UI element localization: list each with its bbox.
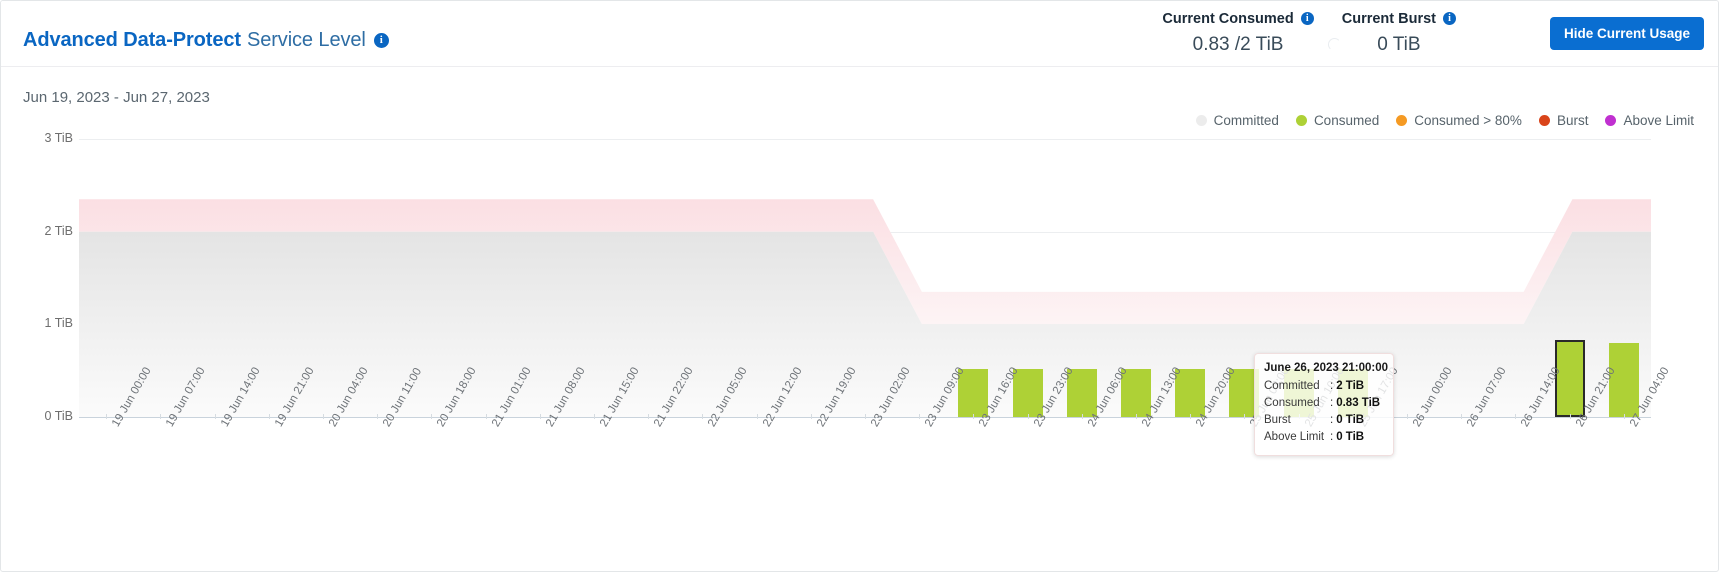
legend-item-burst[interactable]: Burst xyxy=(1538,113,1589,128)
tooltip-row-key: Consumed xyxy=(1264,397,1320,409)
x-tick-mark xyxy=(539,414,541,419)
legend-label: Committed xyxy=(1213,113,1279,128)
chart-tooltip: June 26, 2023 21:00:00 Committed:2 TiB Co… xyxy=(1254,353,1394,456)
current-consumed-info-icon[interactable]: i xyxy=(1300,12,1314,25)
page-title: Advanced Data-Protect Service Level i xyxy=(23,29,389,52)
chart-legend: Committed Consumed Consumed > 80% Burst Abov… xyxy=(1195,113,1694,128)
consumed-bar[interactable] xyxy=(1175,368,1206,417)
metric-current-burst-value-wrap: 0 TiB xyxy=(1327,34,1456,56)
x-tick-mark xyxy=(1136,414,1138,419)
x-tick-mark xyxy=(1407,414,1409,419)
tooltip-row-key: Above Limit xyxy=(1264,431,1325,443)
tooltip-row: Above Limit:0 TiB xyxy=(1264,429,1384,446)
tooltip-row: Committed:2 TiB xyxy=(1264,378,1384,395)
consumed-bar[interactable] xyxy=(1121,368,1152,417)
hide-current-usage-button[interactable]: Hide Current Usage xyxy=(1549,17,1704,50)
consumed-bar[interactable] xyxy=(1608,342,1639,417)
legend-label: Consumed > 80% xyxy=(1414,113,1522,128)
metric-current-burst-label: Current Burst xyxy=(1341,11,1436,27)
tooltip-row-separator: : xyxy=(1330,380,1334,392)
x-tick-mark xyxy=(160,414,162,419)
legend-item-committed[interactable]: Committed xyxy=(1195,113,1279,128)
chart-plot-area xyxy=(79,139,1651,417)
x-tick-mark xyxy=(1623,414,1625,419)
gridline xyxy=(79,139,1651,140)
tooltip-row-value: 2 TiB xyxy=(1336,380,1365,392)
x-tick-mark xyxy=(322,414,324,419)
usage-chart: 0 TiB 1 TiB 2 TiB 3 TiB 19 Jun 00:00 19 Jun … xyxy=(1,131,1718,571)
x-tick-mark xyxy=(1027,414,1029,419)
legend-dot-icon xyxy=(1195,115,1207,126)
x-tick-mark xyxy=(214,414,216,419)
legend-dot-icon xyxy=(1295,115,1307,126)
legend-label: Consumed xyxy=(1313,113,1380,128)
consumed-bar[interactable] xyxy=(1012,368,1043,417)
tooltip-title: June 26, 2023 21:00:00 xyxy=(1264,362,1389,374)
x-tick-mark xyxy=(1461,414,1463,419)
legend-dot-icon xyxy=(1396,115,1408,126)
x-tick-mark xyxy=(593,414,595,419)
consumed-bar-highlighted[interactable] xyxy=(1554,340,1585,417)
date-range-label: Jun 19, 2023 - Jun 27, 2023 xyxy=(23,89,210,106)
tooltip-row: Consumed:0.83 TiB xyxy=(1264,395,1384,412)
burst-area xyxy=(79,199,1651,325)
x-tick-mark xyxy=(377,414,379,419)
legend-item-consumed-80[interactable]: Consumed > 80% xyxy=(1396,113,1522,128)
y-tick-label: 1 TiB xyxy=(44,316,74,331)
tooltip-row-separator: : xyxy=(1330,397,1334,409)
tooltip-row-value: 0 TiB xyxy=(1336,431,1365,443)
legend-dot-icon xyxy=(1605,115,1617,126)
title-info-icon[interactable]: i xyxy=(373,32,389,48)
x-tick-mark xyxy=(756,414,758,419)
tooltip-row: Burst:0 TiB xyxy=(1264,412,1384,429)
x-tick-mark xyxy=(485,414,487,419)
page-title-rest: Service Level xyxy=(246,29,366,51)
tooltip-row-key: Burst xyxy=(1264,414,1291,426)
legend-item-consumed[interactable]: Consumed xyxy=(1295,113,1380,128)
metric-current-burst-label-row: Current Burst i xyxy=(1342,11,1456,27)
x-tick-mark xyxy=(810,414,812,419)
metric-current-consumed: Current Consumed i 0.83 /2 TiB xyxy=(1148,11,1327,56)
x-tick-mark xyxy=(1081,414,1083,419)
x-tick-mark xyxy=(431,414,433,419)
metric-current-burst: Current Burst i 0 TiB xyxy=(1327,11,1470,56)
y-tick-label: 3 TiB xyxy=(44,131,74,145)
tooltip-row-separator: : xyxy=(1330,431,1334,443)
metric-current-consumed-label-row: Current Consumed i xyxy=(1162,11,1314,27)
x-tick-mark xyxy=(648,414,650,419)
x-tick-mark xyxy=(268,414,270,419)
consumed-bar[interactable] xyxy=(958,368,989,417)
metric-current-consumed-value: 0.83 /2 TiB xyxy=(1192,34,1284,55)
current-usage-metrics: Current Consumed i 0.83 /2 TiB Current B… xyxy=(1148,11,1470,56)
x-tick-mark xyxy=(106,414,108,419)
y-tick-label: 0 TiB xyxy=(44,409,74,423)
y-tick-label: 2 TiB xyxy=(44,223,74,238)
metric-current-consumed-label: Current Consumed xyxy=(1162,11,1294,27)
page-title-strong: Advanced Data-Protect xyxy=(23,29,241,51)
legend-label: Burst xyxy=(1556,113,1589,128)
x-tick-mark xyxy=(1190,414,1192,419)
x-tick-mark xyxy=(973,414,975,419)
x-tick-mark xyxy=(702,414,704,419)
x-tick-mark xyxy=(919,414,921,419)
tooltip-row-key: Committed xyxy=(1264,380,1320,392)
tooltip-row-value: 0 TiB xyxy=(1336,414,1365,426)
tooltip-row-separator: : xyxy=(1330,414,1334,426)
x-tick-mark xyxy=(1244,414,1246,419)
tooltip-row-value: 0.83 TiB xyxy=(1336,397,1381,409)
consumed-bar[interactable] xyxy=(1066,368,1097,417)
legend-dot-icon xyxy=(1538,115,1550,126)
current-burst-info-icon[interactable]: i xyxy=(1443,12,1456,25)
tooltip-rows: Committed:2 TiB Consumed:0.83 TiB Burst:0 … xyxy=(1264,378,1384,446)
x-tick-mark xyxy=(1569,414,1571,419)
legend-label: Above Limit xyxy=(1623,113,1694,128)
burst-gauge-icon xyxy=(1327,38,1341,51)
x-tick-mark xyxy=(1515,414,1517,419)
legend-item-above-limit[interactable]: Above Limit xyxy=(1605,113,1694,128)
panel-header: Advanced Data-Protect Service Level i Cu… xyxy=(1,1,1718,67)
consumed-bars xyxy=(79,139,1651,417)
x-tick-mark xyxy=(865,414,866,419)
metric-current-burst-value: 0 TiB xyxy=(1377,34,1421,55)
